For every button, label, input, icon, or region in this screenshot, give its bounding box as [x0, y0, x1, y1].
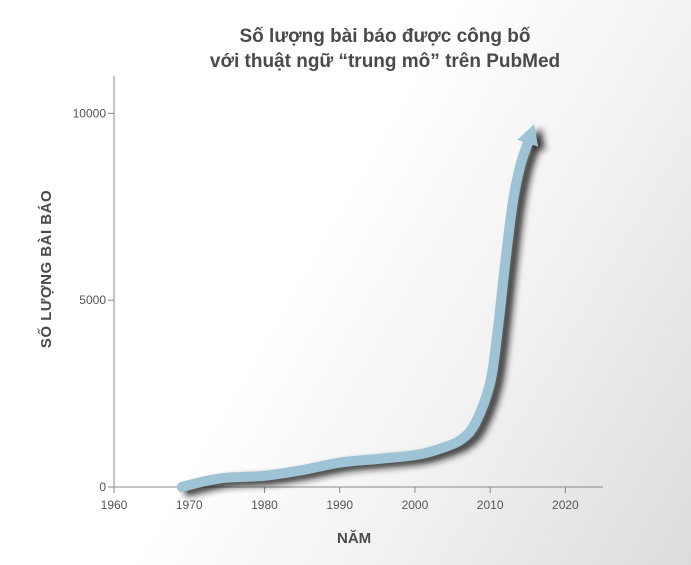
- x-tick-label: 2000: [402, 498, 429, 512]
- x-tick-label: 1960: [101, 498, 128, 512]
- x-tick-label: 2010: [477, 498, 504, 512]
- series-line: [176, 138, 533, 492]
- x-tick-label: 2020: [552, 498, 579, 512]
- x-axis-label: NĂM: [337, 530, 372, 547]
- y-tick-label: 0: [99, 480, 106, 494]
- x-tick-label: 1990: [326, 498, 353, 512]
- chart-title-line-2: với thuật ngữ “trung mô” trên PubMed: [209, 51, 561, 72]
- chart-title-line-1: Số lượng bài báo được công bố: [239, 26, 531, 47]
- y-tick-label: 10000: [73, 106, 107, 120]
- series-arrowhead: [517, 124, 539, 147]
- y-tick-label: 5000: [79, 293, 106, 307]
- x-tick-label: 1970: [176, 498, 203, 512]
- series-shadow-line: [183, 142, 540, 496]
- series-shadow: [183, 128, 546, 496]
- x-tick-label: 1980: [251, 498, 278, 512]
